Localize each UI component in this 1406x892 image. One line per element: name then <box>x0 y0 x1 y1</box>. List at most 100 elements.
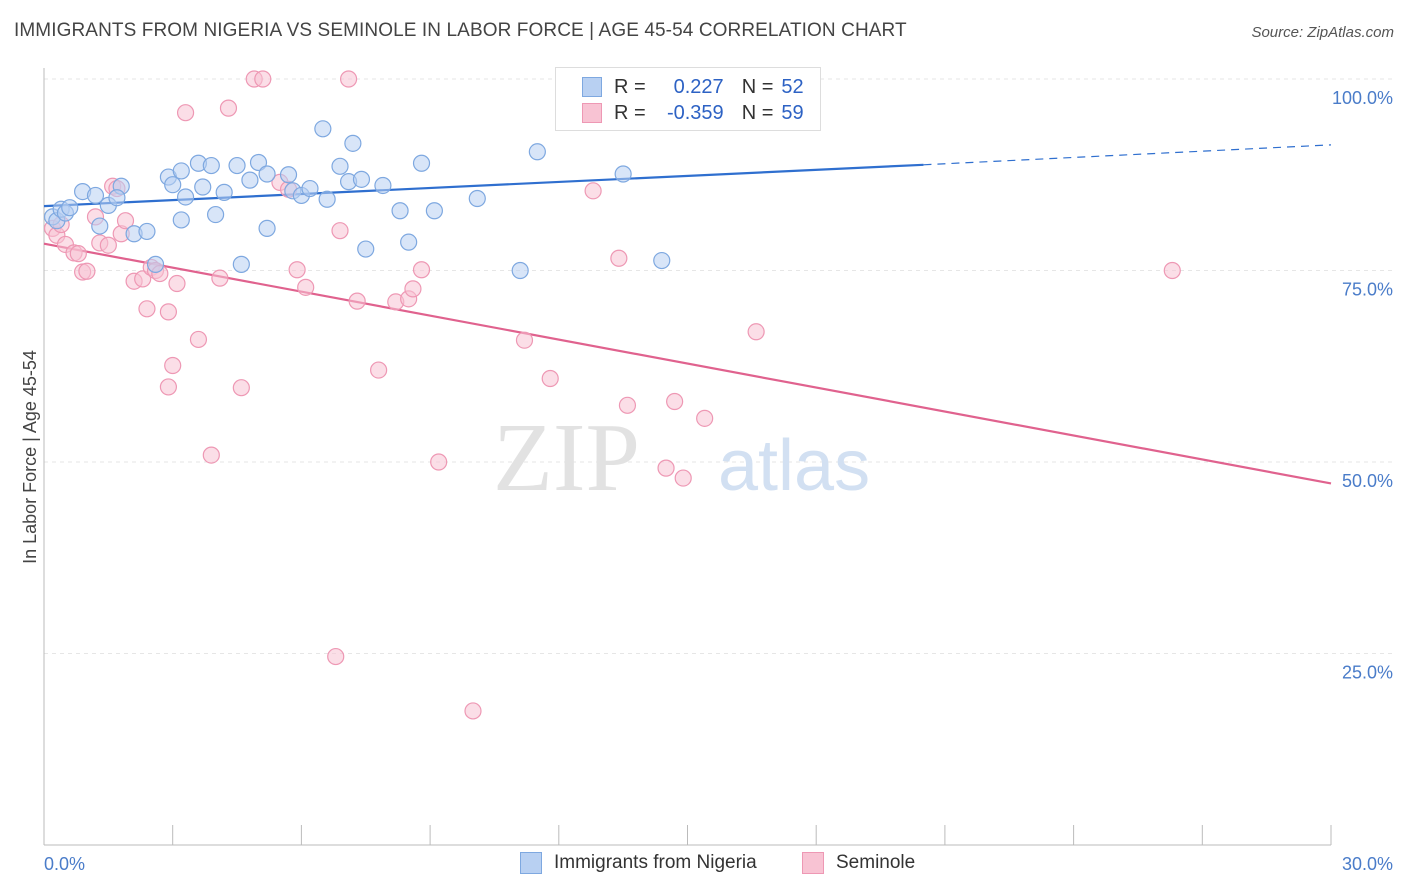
nigeria-point <box>258 165 276 183</box>
seminole-point <box>464 702 482 720</box>
y-tick-label: 100.0% <box>1332 88 1393 108</box>
nigeria-point <box>279 166 298 184</box>
chart-title: IMMIGRANTS FROM NIGERIA VS SEMINOLE IN L… <box>14 20 907 41</box>
y-axis-label: In Labor Force | Age 45-54 <box>20 350 40 564</box>
nigeria-point <box>314 120 332 138</box>
nigeria-point <box>400 233 418 251</box>
bottom-legend-label-nigeria: Immigrants from Nigeria <box>554 852 757 873</box>
seminole-point <box>327 647 345 666</box>
nigeria-point <box>528 143 546 161</box>
seminole-point <box>404 280 422 298</box>
nigeria-point <box>391 202 409 220</box>
seminole-point <box>618 396 637 414</box>
nigeria-point <box>249 153 268 172</box>
seminole-point <box>164 356 182 375</box>
nigeria-point <box>412 154 431 172</box>
seminole-point <box>69 245 87 263</box>
bottom-legend-swatch-blue <box>520 852 542 874</box>
nigeria-point <box>614 165 632 183</box>
seminole-point <box>657 459 675 477</box>
seminole-point <box>202 446 220 464</box>
nigeria-point <box>241 171 259 189</box>
legend-r-value: -0.359 <box>666 101 724 124</box>
nigeria-point <box>172 211 190 229</box>
trend-lines <box>43 144 1332 485</box>
seminole-point <box>134 270 152 288</box>
seminole-point <box>116 212 135 230</box>
nigeria-point <box>228 156 246 175</box>
x-tick-label: 0.0% <box>44 854 85 874</box>
nigeria-point <box>194 178 212 196</box>
seminole-point <box>412 261 431 279</box>
bottom-legend-nigeria: Immigrants from Nigeria <box>520 852 757 874</box>
nigeria-point <box>374 176 392 195</box>
watermark-zip: ZIP <box>493 404 640 512</box>
legend-n-value: 52 <box>781 75 804 98</box>
nigeria-point <box>202 156 220 175</box>
grid-lines <box>44 78 1392 654</box>
seminole-point <box>138 300 156 318</box>
bottom-legend-swatch-pink <box>802 852 824 874</box>
nigeria-point <box>344 134 362 152</box>
seminole-point <box>288 261 306 279</box>
seminole-point <box>430 453 448 471</box>
data-points <box>43 70 1181 720</box>
legend-r-label: R = <box>614 75 646 98</box>
seminole-point <box>370 361 388 379</box>
legend-row-nigeria: R = 0.227 N = 52 <box>582 74 804 100</box>
nigeria-point <box>108 189 126 207</box>
nigeria-point <box>653 251 671 270</box>
seminole-point <box>168 274 186 293</box>
seminole-point <box>159 378 178 396</box>
seminole-point <box>747 323 765 341</box>
seminole-point <box>584 182 602 200</box>
nigeria-point <box>331 157 349 175</box>
seminole-point <box>219 99 238 117</box>
y-tick-label: 50.0% <box>1342 471 1393 491</box>
nigeria-point <box>258 219 276 237</box>
nigeria-point <box>146 255 165 273</box>
nigeria-point <box>468 189 486 208</box>
watermark-atlas: atlas <box>718 426 870 506</box>
nigeria-point <box>357 240 375 258</box>
nigeria-point <box>425 202 443 220</box>
seminole-point <box>211 269 229 287</box>
legend-n-label: N = <box>741 101 774 124</box>
nigeria-point <box>511 261 529 280</box>
nigeria-point <box>352 170 371 188</box>
nigeria-point <box>207 205 225 224</box>
seminole-point <box>348 292 366 310</box>
seminole-point <box>1163 261 1181 280</box>
seminole-point <box>78 262 96 280</box>
correlation-legend: R = 0.227 N = 52 R = -0.359 N = 59 <box>555 67 821 131</box>
x-tick-labels: 0.0% 30.0% <box>44 854 1393 874</box>
nigeria-point <box>172 162 190 180</box>
seminole-point <box>541 369 559 388</box>
legend-row-seminole: R = -0.359 N = 59 <box>582 100 804 126</box>
legend-swatch-pink <box>582 103 602 123</box>
seminole-point <box>331 222 349 240</box>
nigeria-point <box>176 188 195 206</box>
seminole-point <box>339 70 358 88</box>
legend-r-value: 0.227 <box>673 75 724 98</box>
seminole-point <box>696 409 714 427</box>
legend-n-value: 59 <box>781 101 804 124</box>
seminole-point <box>176 104 195 122</box>
seminole-point <box>189 330 208 349</box>
legend-swatch-blue <box>582 77 602 97</box>
watermark: ZIP atlas <box>493 404 870 512</box>
nigeria-point <box>215 183 233 201</box>
seminole-point <box>232 379 250 397</box>
nigeria-trend-extension <box>923 144 1332 166</box>
nigeria-point <box>86 186 105 205</box>
nigeria-point <box>61 199 79 217</box>
nigeria-point <box>91 217 109 235</box>
seminole-point <box>674 469 692 487</box>
seminole-point <box>99 236 117 254</box>
nigeria-point <box>164 176 182 194</box>
y-tick-label: 75.0% <box>1342 280 1393 300</box>
axes <box>43 68 1332 846</box>
nigeria-point <box>232 255 250 273</box>
legend-n-label: N = <box>741 75 774 98</box>
